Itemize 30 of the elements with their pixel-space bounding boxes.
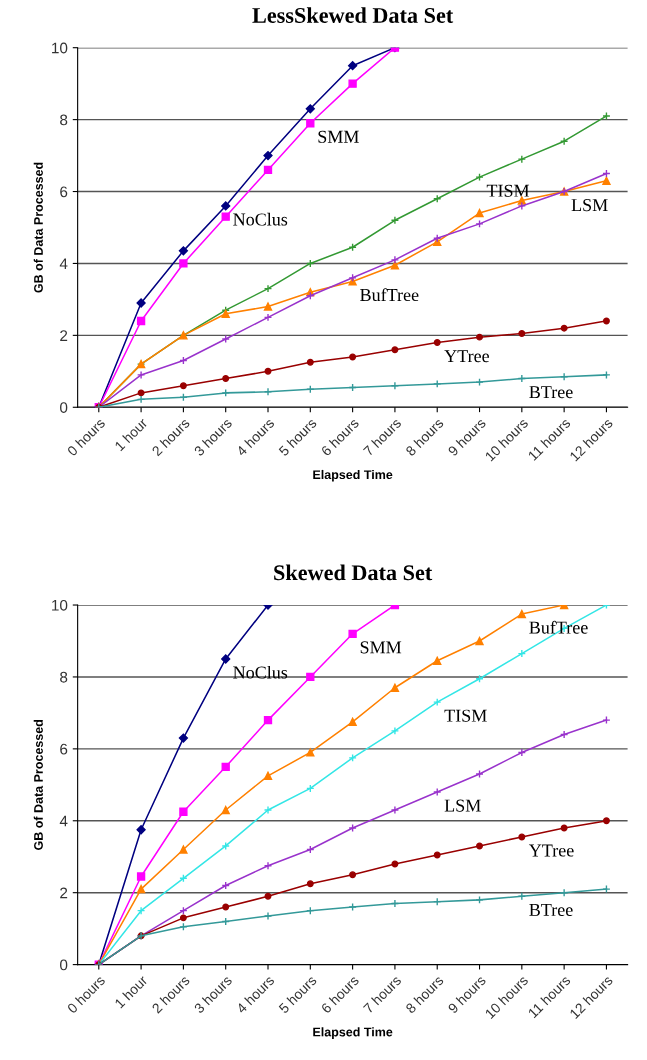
y-tick-label: 8	[60, 114, 68, 126]
annotation: SMM	[318, 130, 359, 143]
annotation: BTree	[529, 386, 573, 399]
annotation: YTree	[528, 844, 574, 857]
x-axis-title: Elapsed Time	[313, 469, 393, 482]
annotation: NoClus	[233, 212, 288, 226]
annotation: BTree	[529, 903, 573, 916]
annotation: BufTree	[360, 288, 419, 302]
annotation: NoClus	[233, 665, 288, 679]
annotation: TISM	[444, 709, 487, 722]
annotation: LSM	[571, 199, 608, 212]
y-tick-label: 0	[60, 402, 68, 413]
y-tick-label: 10	[52, 599, 68, 611]
y-axis-title: GB of Data Processed	[33, 719, 43, 850]
chart-title: Skewed Data Set	[274, 564, 433, 581]
y-tick-label: 8	[60, 671, 68, 683]
y-tick-label: 10	[52, 42, 68, 54]
y-tick-label: 0	[60, 959, 68, 971]
annotation: SMM	[360, 641, 402, 654]
annotation: YTree	[444, 350, 490, 363]
chart-title: LessSkewed Data Set	[252, 7, 454, 23]
y-tick-label: 2	[60, 330, 68, 341]
y-tick-label: 6	[60, 186, 68, 198]
annotation: LSM	[444, 799, 481, 812]
x-axis-title: Elapsed Time	[313, 1027, 393, 1039]
y-tick-label: 4	[59, 258, 68, 269]
y-tick-label: 2	[60, 887, 68, 899]
y-axis-title: GB of Data Processed	[33, 162, 43, 293]
y-tick-label: 4	[59, 815, 68, 827]
y-tick-label: 6	[60, 743, 68, 755]
